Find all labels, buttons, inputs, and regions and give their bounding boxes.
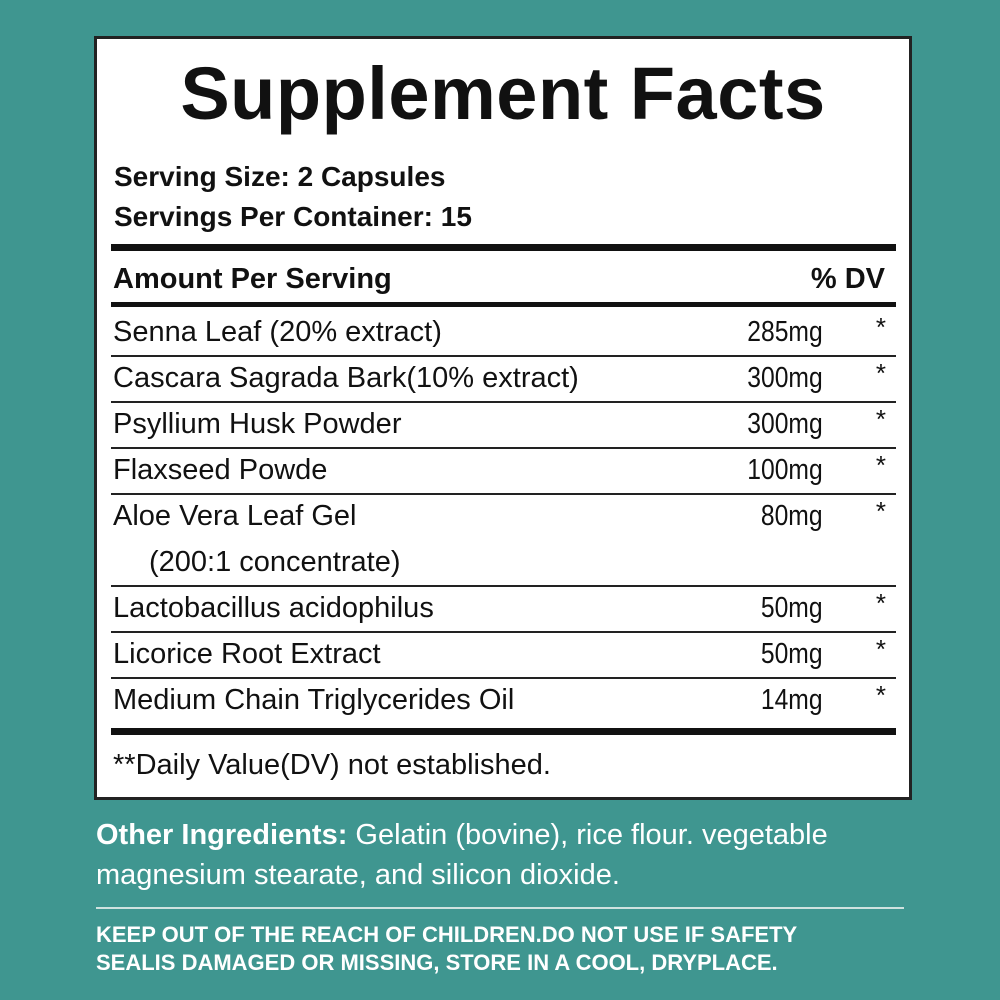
warning-line2: SEALIS DAMAGED OR MISSING, STORE IN A CO… [96,950,778,975]
ingredient-amount: 100mg [747,454,823,486]
ingredient-name: Psyllium Husk Powder [113,408,402,440]
dv-header: % DV [810,263,885,295]
other-ingredients-line1: Other Ingredients: Gelatin (bovine), ric… [96,819,828,852]
row-divider [111,677,896,679]
ingredient-amount: 50mg [761,592,823,624]
other-ingredients-text: Gelatin (bovine), rice flour. vegetable [347,819,828,851]
divider [96,907,904,909]
ingredient-amount: 14mg [761,684,823,716]
row-divider [111,585,896,587]
ingredient-subtitle: (200:1 concentrate) [149,546,401,578]
serving-size: Serving Size: 2 Capsules [114,161,446,192]
row-divider [111,493,896,495]
row-divider [111,355,896,357]
row-divider [111,401,896,403]
row-divider [111,447,896,449]
ingredient-dv: * [875,496,886,526]
footnote: **Daily Value(DV) not established. [113,749,551,781]
row-divider [111,631,896,633]
ingredient-row: Lactobacillus acidophilus 50mg * [111,586,896,633]
ingredient-row: Senna Leaf (20% extract) 285mg * [111,310,896,357]
ingredient-dv: * [875,404,886,434]
ingredient-row: Medium Chain Triglycerides Oil 14mg * [111,678,896,724]
ingredient-name: Flaxseed Powde [113,454,328,486]
ingredient-amount: 300mg [747,362,823,394]
ingredient-amount: 300mg [747,408,823,440]
ingredient-amount: 80mg [761,500,823,532]
servings-per-container: Servings Per Container: 15 [114,201,472,232]
ingredient-amount: 50mg [761,638,823,670]
amount-per-serving-header: Amount Per Serving [113,263,392,295]
thick-divider [111,244,896,251]
warning-line1: KEEP OUT OF THE REACH OF CHILDREN.DO NOT… [96,922,798,947]
ingredient-name: Licorice Root Extract [113,638,381,670]
other-ingredients-label: Other Ingredients: [96,819,348,851]
ingredient-dv: * [875,450,886,480]
ingredient-dv: * [875,312,886,342]
panel-title: Supplement Facts [180,52,826,135]
ingredient-name: Lactobacillus acidophilus [113,592,434,624]
ingredient-dv: * [875,634,886,664]
ingredient-name: Medium Chain Triglycerides Oil [113,684,515,716]
header-divider [111,302,896,307]
other-ingredients-line2: magnesium stearate, and silicon dioxide. [96,859,620,891]
ingredient-dv: * [875,680,886,710]
ingredient-dv: * [875,358,886,388]
ingredient-name: Aloe Vera Leaf Gel [113,500,357,532]
ingredient-row: Cascara Sagrada Bark(10% extract) 300mg … [111,356,896,403]
thick-divider [111,728,896,735]
ingredient-row: Aloe Vera Leaf Gel (200:1 concentrate) 8… [111,494,896,587]
ingredient-row: Flaxseed Powde 100mg * [111,448,896,495]
ingredient-name: Senna Leaf (20% extract) [113,316,442,348]
ingredient-name: Cascara Sagrada Bark(10% extract) [113,362,579,394]
ingredient-dv: * [875,588,886,618]
supplement-facts-panel: Supplement Facts Serving Size: 2 Capsule… [94,36,912,800]
ingredient-amount: 285mg [747,316,823,348]
ingredient-row: Licorice Root Extract 50mg * [111,632,896,679]
ingredient-row: Psyllium Husk Powder 300mg * [111,402,896,449]
